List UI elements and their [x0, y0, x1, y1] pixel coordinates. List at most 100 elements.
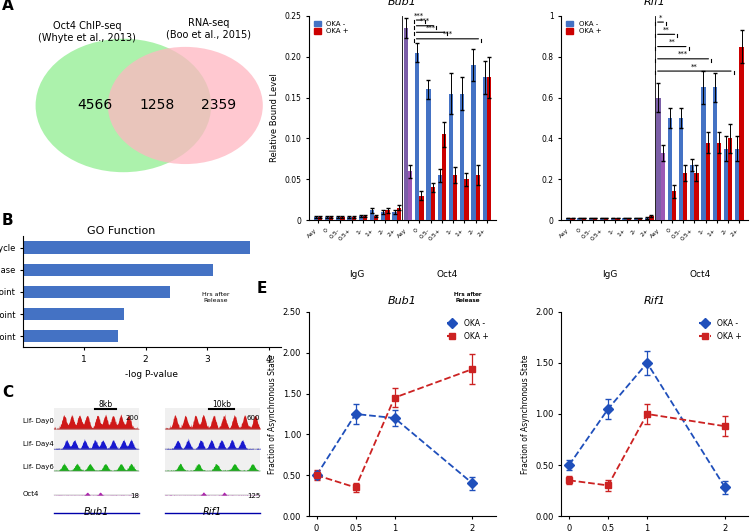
- Text: Hrs after
Release: Hrs after Release: [454, 292, 482, 303]
- Y-axis label: Fraction of Asynchronous State: Fraction of Asynchronous State: [521, 354, 530, 473]
- Bar: [589, 218, 593, 220]
- Text: Lif- Day4: Lif- Day4: [23, 441, 54, 447]
- Text: **: **: [668, 39, 675, 45]
- Bar: [487, 77, 491, 220]
- Bar: [611, 218, 615, 220]
- Text: Oct4 ChIP-seq
(Whyte et al., 2013): Oct4 ChIP-seq (Whyte et al., 2013): [39, 21, 136, 43]
- Legend: OKA -, OKA +: OKA -, OKA +: [312, 20, 350, 36]
- Bar: [23, 286, 170, 298]
- Bar: [23, 264, 213, 276]
- Text: 4566: 4566: [77, 98, 113, 112]
- Bar: [705, 143, 710, 220]
- Bar: [600, 218, 604, 220]
- FancyBboxPatch shape: [54, 408, 139, 472]
- Bar: [442, 135, 446, 220]
- Bar: [570, 218, 575, 220]
- Bar: [581, 218, 586, 220]
- Bar: [702, 87, 705, 220]
- Text: 10kb: 10kb: [212, 400, 231, 409]
- Bar: [420, 196, 423, 220]
- Text: Hrs after
Release: Hrs after Release: [202, 292, 229, 303]
- Ellipse shape: [108, 47, 263, 164]
- Text: *: *: [658, 14, 662, 20]
- Bar: [634, 218, 638, 220]
- Bar: [352, 217, 356, 220]
- Bar: [668, 118, 672, 220]
- Bar: [392, 212, 397, 220]
- Bar: [374, 216, 379, 220]
- X-axis label: -log P-value: -log P-value: [125, 370, 178, 379]
- Bar: [329, 217, 333, 220]
- Bar: [23, 242, 250, 254]
- Text: 600: 600: [246, 415, 260, 421]
- Bar: [471, 65, 476, 220]
- Text: Oct4: Oct4: [437, 270, 458, 279]
- Bar: [318, 217, 322, 220]
- Bar: [566, 218, 570, 220]
- Bar: [314, 217, 318, 220]
- Legend: OKA -, OKA +: OKA -, OKA +: [565, 20, 603, 36]
- Y-axis label: Fraction of Asynchronous State: Fraction of Asynchronous State: [268, 354, 277, 473]
- Legend: OKA -, OKA +: OKA -, OKA +: [696, 316, 745, 344]
- Y-axis label: Relative Bound Level: Relative Bound Level: [270, 73, 279, 162]
- Bar: [386, 210, 389, 220]
- Bar: [404, 28, 408, 220]
- Bar: [336, 217, 340, 220]
- Bar: [739, 47, 744, 220]
- Bar: [593, 218, 597, 220]
- Text: 125: 125: [247, 493, 260, 498]
- Text: 18: 18: [130, 493, 139, 498]
- Title: Rif1: Rif1: [644, 0, 666, 7]
- Ellipse shape: [36, 39, 211, 172]
- Text: Rif1: Rif1: [203, 507, 222, 517]
- Bar: [426, 89, 430, 220]
- Bar: [683, 173, 687, 220]
- Bar: [430, 187, 435, 220]
- Text: C: C: [2, 385, 13, 400]
- Bar: [615, 218, 620, 220]
- Bar: [627, 218, 631, 220]
- Text: Lif- Day6: Lif- Day6: [23, 464, 54, 470]
- Text: A: A: [2, 0, 14, 13]
- Text: B: B: [2, 212, 14, 228]
- Bar: [23, 308, 124, 320]
- Text: Lif- Day0: Lif- Day0: [23, 419, 54, 425]
- Bar: [661, 153, 665, 220]
- Text: E: E: [256, 280, 267, 296]
- Bar: [578, 218, 581, 220]
- Bar: [717, 143, 721, 220]
- Bar: [476, 175, 480, 220]
- Bar: [694, 173, 699, 220]
- Text: 1258: 1258: [139, 98, 175, 112]
- Bar: [645, 218, 649, 220]
- Bar: [363, 216, 367, 220]
- Bar: [679, 118, 683, 220]
- Bar: [649, 216, 653, 220]
- Bar: [381, 212, 386, 220]
- Title: Bub1: Bub1: [388, 296, 417, 305]
- Text: IgG: IgG: [602, 270, 618, 279]
- Bar: [453, 175, 457, 220]
- Bar: [656, 97, 661, 220]
- Bar: [672, 192, 676, 220]
- Bar: [23, 330, 118, 342]
- Text: **: **: [663, 27, 670, 32]
- Bar: [638, 218, 643, 220]
- Text: 2359: 2359: [201, 98, 237, 112]
- Bar: [397, 208, 401, 220]
- FancyBboxPatch shape: [165, 408, 260, 472]
- Bar: [464, 179, 469, 220]
- Text: GO Function: GO Function: [87, 226, 156, 236]
- Bar: [438, 175, 442, 220]
- Bar: [370, 210, 374, 220]
- Bar: [728, 138, 733, 220]
- Text: Hrs after
Release: Hrs after Release: [454, 292, 482, 303]
- Text: Bub1: Bub1: [84, 507, 109, 517]
- Text: ***: ***: [414, 12, 424, 19]
- Bar: [415, 53, 420, 220]
- Text: ***: ***: [426, 24, 435, 31]
- Title: Bub1: Bub1: [388, 0, 417, 7]
- Bar: [690, 165, 694, 220]
- Bar: [340, 217, 345, 220]
- Bar: [482, 77, 487, 220]
